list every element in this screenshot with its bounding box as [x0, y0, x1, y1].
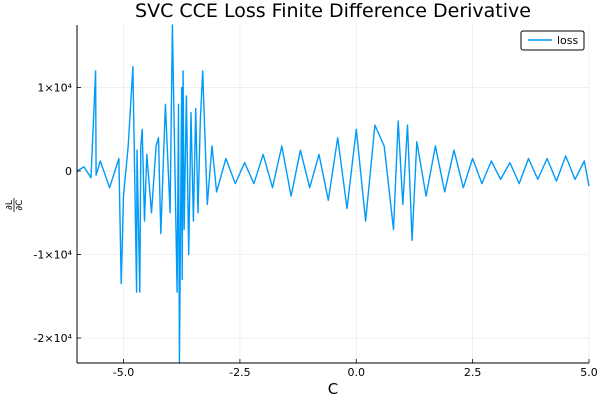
- y-ticks: 1×10⁴ 0 -1×10⁴ -2×10⁴: [33, 82, 81, 345]
- legend: loss: [520, 30, 585, 51]
- x-tick-label: -2.5: [229, 366, 250, 379]
- chart-title: SVC CCE Loss Finite Difference Derivativ…: [135, 0, 531, 22]
- x-tick-label: 2.5: [464, 366, 482, 379]
- legend-label-loss: loss: [557, 34, 579, 47]
- x-tick-label: 5.0: [580, 366, 598, 379]
- x-axis-label: C: [328, 380, 338, 398]
- y-tick-label: -2×10⁴: [33, 332, 72, 345]
- plot-area: [77, 25, 589, 363]
- y-tick-label: 1×10⁴: [37, 82, 72, 95]
- x-ticks: -5.0 -2.5 0.0 2.5 5.0: [113, 359, 598, 379]
- x-tick-label: -5.0: [113, 366, 134, 379]
- series-line-loss: [76, 24, 590, 364]
- y-axis-label: ∂L ∂C: [5, 198, 25, 212]
- y-axis-label-numerator: ∂L: [5, 200, 15, 210]
- y-tick-label: -1×10⁴: [33, 249, 72, 262]
- y-axis-label-denominator: ∂C: [15, 200, 25, 211]
- legend-box: [520, 30, 585, 51]
- x-tick-label: 0.0: [348, 366, 366, 379]
- y-tick-label: 0: [65, 165, 72, 178]
- grid: [77, 25, 590, 363]
- series-group: [76, 24, 590, 364]
